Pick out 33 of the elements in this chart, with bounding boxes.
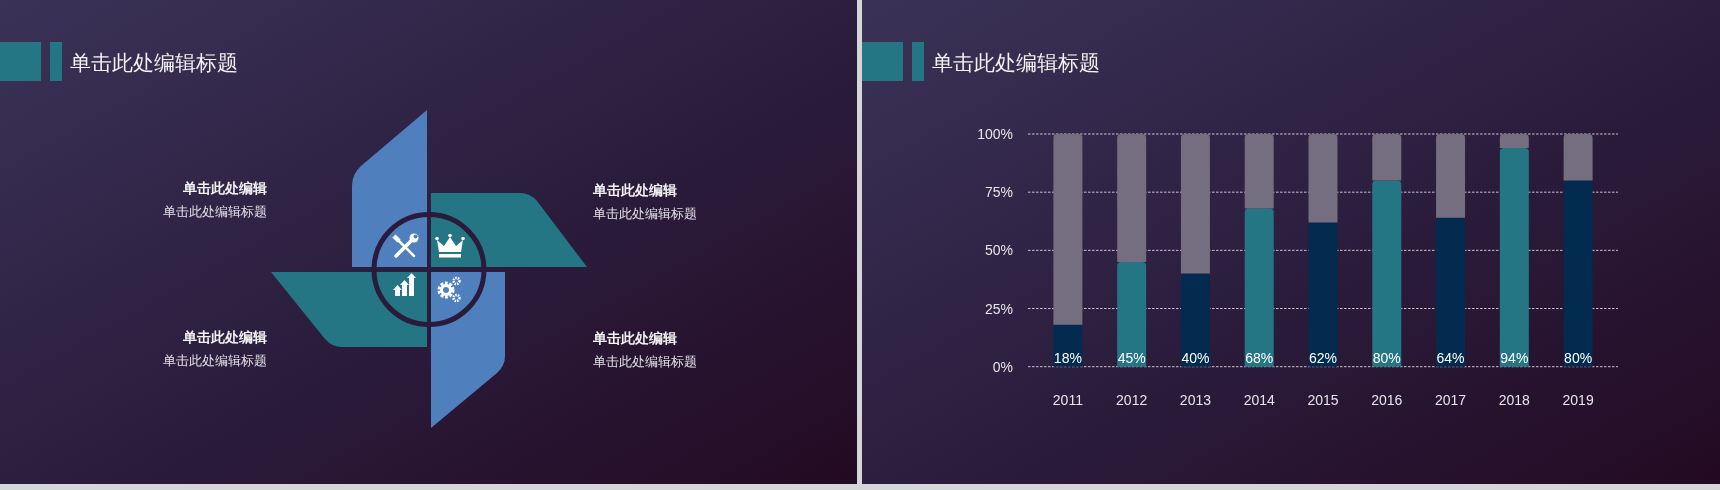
y-tick-label: 0% [992,358,1013,375]
data-label: 40% [1181,349,1210,366]
text: 单击此处编辑 [182,329,267,345]
data-label: 18% [1053,349,1082,366]
y-tick-label: 75% [984,184,1013,201]
x-tick-label: 2016 [1371,392,1403,408]
text: 单击此处编辑标题 [593,353,697,369]
x-tick-label: 2012 [1116,392,1148,408]
data-label: 94% [1500,349,1529,366]
data-label: 80% [1372,349,1401,366]
text: 单击此处编辑标题 [163,203,267,219]
chart-title: 单击此处编辑标题 [932,50,1100,74]
y-tick-label: 50% [984,242,1013,259]
x-tick-label: 2014 [1243,392,1275,408]
data-label: 45% [1117,349,1146,366]
x-tick-label: 2015 [1307,392,1339,408]
data-label: 68% [1245,349,1274,366]
x-tick-label: 2018 [1498,392,1531,408]
x-tick-label: 2011 [1052,392,1084,408]
text: 单击此处编辑 [592,182,677,198]
text: 单击此处编辑标题 [593,205,697,221]
text: 单击此处编辑 [182,180,267,196]
y-tick-label: 100% [977,126,1013,142]
text: 单击此处编辑 [592,330,677,346]
x-tick-label: 2013 [1179,392,1212,408]
x-tick-label: 2019 [1562,392,1594,408]
x-tick-label: 2017 [1434,392,1467,408]
y-tick-label: 25% [984,300,1013,317]
text: 单击此处编辑标题 [70,50,238,74]
data-label: 64% [1436,349,1465,366]
data-label: 62% [1308,349,1338,366]
data-label: 80% [1564,349,1593,366]
text: 单击此处编辑标题 [163,352,267,368]
